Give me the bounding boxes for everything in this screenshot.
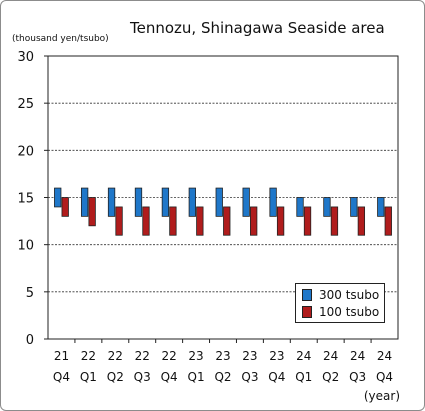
x-tick-label-year: 22 xyxy=(108,349,123,363)
y-tick-label: 10 xyxy=(17,239,34,254)
x-tick-label-year: 24 xyxy=(377,349,392,363)
y-axis-unit-label: (thousand yen/tsubo) xyxy=(12,34,109,44)
x-tick-label-year: 21 xyxy=(54,349,69,363)
x-tick-label-year: 23 xyxy=(269,349,284,363)
bar-100-tsubo-24-Q3 xyxy=(357,206,366,236)
bar-300-tsubo-22-Q3 xyxy=(134,187,143,217)
bar-300-tsubo-24-Q3 xyxy=(350,197,358,217)
chart-legend: 300 tsubo 100 tsubo xyxy=(295,283,385,323)
bar-300-tsubo-22-Q1 xyxy=(80,187,89,217)
y-tick-label: 15 xyxy=(17,192,34,207)
legend-label-100-tsubo: 100 tsubo xyxy=(319,305,380,319)
legend-swatch-100-tsubo xyxy=(302,306,312,318)
legend-label-300-tsubo: 300 tsubo xyxy=(319,288,380,302)
x-tick-label-quarter: Q3 xyxy=(241,370,258,384)
bar-300-tsubo-22-Q2 xyxy=(107,187,116,217)
bar-100-tsubo-23-Q2 xyxy=(223,206,231,236)
x-tick-label-year: 24 xyxy=(323,349,338,363)
x-tick-label-quarter: Q1 xyxy=(295,370,312,384)
x-tick-label-year: 22 xyxy=(162,349,177,363)
x-tick-label-year: 22 xyxy=(135,349,150,363)
x-tick-label-year: 22 xyxy=(81,349,96,363)
x-tick-label-quarter: Q2 xyxy=(214,370,231,384)
y-tick-label: 20 xyxy=(17,144,34,159)
bar-300-tsubo-21-Q4 xyxy=(54,187,62,208)
bar-100-tsubo-23-Q1 xyxy=(196,206,204,236)
x-tick-label-year: 23 xyxy=(215,349,230,363)
bar-300-tsubo-23-Q4 xyxy=(269,187,277,217)
bar-100-tsubo-22-Q3 xyxy=(142,206,150,236)
bar-300-tsubo-23-Q2 xyxy=(215,187,223,217)
x-tick-label-quarter: Q4 xyxy=(268,370,285,384)
bar-100-tsubo-23-Q4 xyxy=(276,206,285,236)
bar-300-tsubo-24-Q1 xyxy=(296,197,304,217)
bar-300-tsubo-22-Q4 xyxy=(161,187,170,217)
legend-item-300-tsubo: 300 tsubo xyxy=(302,288,379,302)
bar-100-tsubo-22-Q4 xyxy=(169,206,177,236)
bar-300-tsubo-23-Q1 xyxy=(188,187,196,217)
x-tick-label-quarter: Q2 xyxy=(107,370,124,384)
x-tick-label-quarter: Q4 xyxy=(53,370,70,384)
bar-300-tsubo-24-Q2 xyxy=(323,197,331,217)
x-tick-label-quarter: Q3 xyxy=(349,370,366,384)
x-axis-label: (year) xyxy=(364,389,400,403)
bar-100-tsubo-23-Q3 xyxy=(250,206,258,236)
bar-300-tsubo-24-Q4 xyxy=(377,197,385,217)
bar-100-tsubo-24-Q1 xyxy=(303,206,312,236)
legend-swatch-300-tsubo xyxy=(302,289,312,301)
bar-100-tsubo-22-Q2 xyxy=(115,206,123,236)
x-tick-label-year: 23 xyxy=(188,349,203,363)
x-tick-label-quarter: Q4 xyxy=(376,370,393,384)
x-tick-label-quarter: Q3 xyxy=(134,370,151,384)
chart-title: Tennozu, Shinagawa Seaside area xyxy=(130,19,385,37)
x-tick-label-year: 24 xyxy=(296,349,311,363)
bar-300-tsubo-23-Q3 xyxy=(242,187,250,217)
x-tick-label-quarter: Q1 xyxy=(80,370,97,384)
y-tick-label: 0 xyxy=(26,333,34,348)
x-tick-label-year: 24 xyxy=(350,349,365,363)
y-tick-label: 5 xyxy=(26,286,34,301)
x-tick-label-quarter: Q1 xyxy=(188,370,205,384)
y-tick-label: 30 xyxy=(17,50,34,65)
legend-item-100-tsubo: 100 tsubo xyxy=(302,305,379,319)
bar-100-tsubo-24-Q4 xyxy=(384,206,392,236)
y-tick-label: 25 xyxy=(17,97,34,112)
bar-100-tsubo-24-Q2 xyxy=(330,206,339,236)
x-tick-label-year: 23 xyxy=(242,349,257,363)
x-tick-label-quarter: Q4 xyxy=(161,370,178,384)
x-tick-label-quarter: Q2 xyxy=(322,370,339,384)
bar-100-tsubo-22-Q1 xyxy=(88,197,96,227)
bar-100-tsubo-21-Q4 xyxy=(61,197,69,217)
